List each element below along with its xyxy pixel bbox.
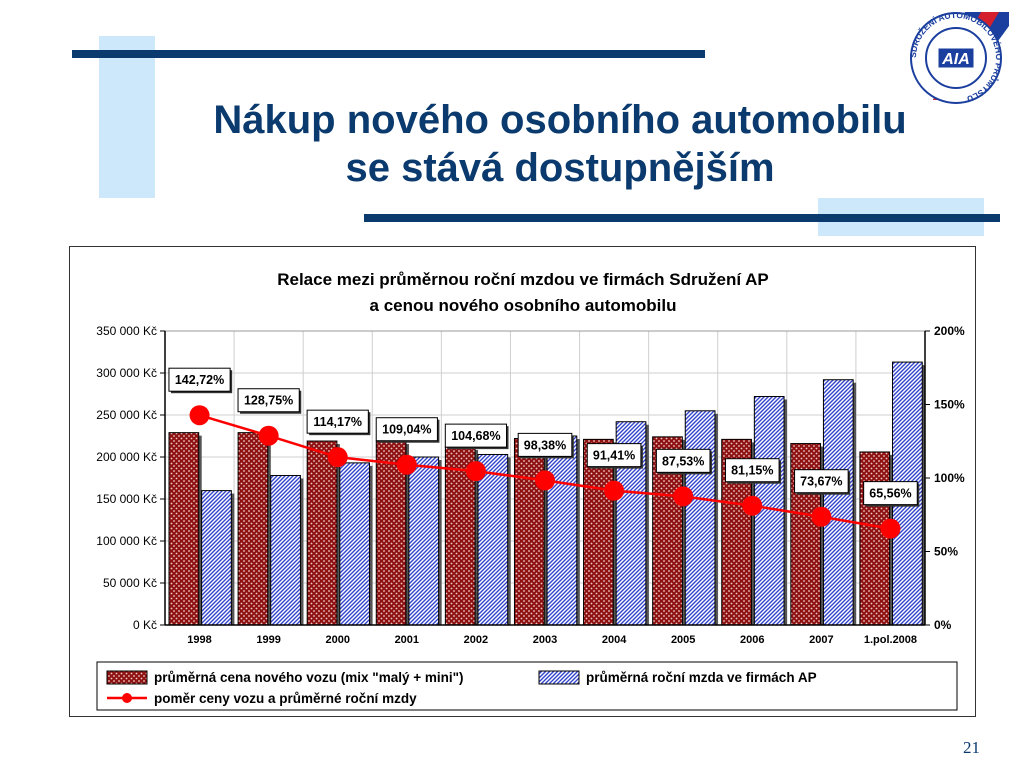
bar-car-price — [513, 438, 545, 626]
bar-annual-wage — [270, 474, 301, 626]
y-left-tick-label: 150 000 Kč — [96, 492, 157, 506]
logo-text: AIA — [941, 51, 970, 68]
ratio-data-label: 128,75% — [244, 394, 293, 408]
legend-label-annual-wage: průměrná roční mzda ve firmách AP — [586, 670, 817, 685]
bar-car-price — [583, 438, 614, 626]
slide-title-line2: se stává dostupnějším — [345, 146, 775, 190]
chart-title-line2: a cenou nového osobního automobilu — [370, 296, 677, 315]
x-tick-label: 1.pol.2008 — [864, 634, 917, 646]
y-left-tick-label: 250 000 Kč — [96, 408, 157, 422]
y-left-tick-label: 300 000 Kč — [96, 366, 157, 380]
ratio-line — [189, 405, 901, 539]
y-right-tick-label: 50% — [934, 545, 958, 559]
decor-line-bottom — [364, 214, 1000, 222]
legend-swatch-annual-wage — [538, 670, 580, 685]
legend-swatch-car-price — [106, 670, 148, 685]
legend-label-ratio: poměr ceny vozu a průměrné roční mzdy — [154, 691, 417, 706]
ratio-point — [465, 461, 486, 482]
ratio-point — [811, 506, 832, 527]
bar-car-price — [237, 432, 269, 626]
x-tick-label: 1999 — [256, 634, 280, 646]
ratio-point — [673, 486, 694, 507]
ratio-label-box — [517, 432, 573, 457]
ratio-data-label: 73,67% — [800, 475, 842, 489]
ratio-point — [258, 425, 279, 446]
ratio-point — [189, 405, 210, 426]
bar-annual-wage — [822, 379, 854, 626]
ratio-data-label: 91,41% — [593, 449, 635, 463]
legend-box — [96, 661, 958, 711]
bar-annual-wage — [339, 462, 371, 626]
logo-badge — [937, 47, 975, 69]
ratio-data-label: 142,72% — [175, 373, 224, 387]
ratio-label-box — [375, 417, 438, 442]
slide-title: Nákup nového osobního automobilu se stáv… — [120, 96, 1000, 192]
bar-car-price — [168, 432, 200, 626]
y-left-tick-label: 100 000 Kč — [96, 534, 157, 548]
x-tick-label: 2007 — [809, 634, 833, 646]
ratio-point — [880, 518, 901, 539]
aia-logo: SDRUŽENÍ AUTOMOBILOVÉHO PRŮMYSLU AIA — [908, 10, 1009, 104]
y-right-tick-label: 0% — [934, 618, 952, 632]
ratio-label-box — [586, 443, 642, 468]
legend-swatch-ratio-point — [122, 693, 132, 703]
legend: průměrná cena nového vozu (mix "malý + m… — [96, 661, 958, 711]
ratio-label-box — [306, 409, 369, 434]
bar-annual-wage — [408, 456, 440, 626]
ratio-label-box — [794, 469, 849, 494]
ratio-point — [396, 454, 417, 475]
chart-title-line1: Relace mezi průměrnou roční mzdou ve fir… — [277, 270, 769, 289]
x-tick-label: 2003 — [533, 634, 557, 646]
x-tick-label: 2006 — [740, 634, 764, 646]
y-left-tick-label: 50 000 Kč — [103, 576, 157, 590]
ratio-label-box — [863, 481, 918, 506]
slide-title-line1: Nákup nového osobního automobilu — [213, 98, 907, 142]
decor-block-left — [99, 36, 155, 198]
x-tick-label: 2000 — [325, 634, 349, 646]
ratio-data-label: 114,17% — [313, 415, 362, 429]
x-tick-label: 2002 — [464, 634, 488, 646]
ratio-data-label: 87,53% — [662, 454, 704, 468]
x-tick-label: 2004 — [602, 634, 627, 646]
y-right-tick-label: 150% — [934, 398, 965, 412]
legend-label-car-price: průměrná cena nového vozu (mix "malý + m… — [154, 670, 464, 685]
y-left-tick-label: 350 000 Kč — [96, 324, 157, 338]
y-right-tick-label: 200% — [934, 324, 965, 338]
ratio-label-box — [168, 367, 231, 392]
y-left-tick-label: 0 Kč — [133, 618, 157, 632]
ratio-data-label: 65,56% — [869, 487, 911, 501]
bar-car-price — [306, 440, 338, 626]
bar-annual-wage — [477, 453, 509, 626]
ratio-data-label: 109,04% — [382, 423, 431, 437]
bar-annual-wage — [201, 490, 232, 626]
ratio-data-label: 81,15% — [731, 464, 773, 478]
x-tick-label: 1998 — [187, 634, 211, 646]
decor-line-top — [72, 50, 705, 58]
ratio-point — [742, 495, 763, 516]
ratio-data-label: 104,68% — [451, 429, 500, 443]
bar-car-price — [859, 451, 891, 626]
ratio-point — [604, 480, 625, 501]
ratio-label-box — [444, 423, 508, 448]
chart-container: Relace mezi průměrnou roční mzdou ve fir… — [69, 246, 976, 717]
y-left-tick-label: 200 000 Kč — [96, 450, 157, 464]
ratio-labels: 142,72% 128,75% 114,17% 109,04% 104,68% 98,38… — [168, 367, 920, 507]
chart-svg: Relace mezi průměrnou roční mzdou ve fir… — [96, 270, 965, 711]
y-right-tick-label: 100% — [934, 471, 965, 485]
bar-annual-wage — [546, 435, 578, 626]
ratio-point — [327, 447, 348, 468]
ratio-label-box — [655, 448, 711, 473]
ratio-label-box — [237, 388, 300, 413]
bar-annual-wage — [684, 410, 716, 626]
ratio-label-box — [724, 458, 780, 483]
x-tick-label: 2001 — [395, 634, 419, 646]
page-number: 21 — [963, 738, 980, 757]
ratio-point — [535, 470, 555, 491]
ratio-data-label: 98,38% — [524, 438, 566, 452]
x-tick-label: 2005 — [671, 634, 695, 646]
axes: 0 Kč 50 000 Kč 100 000 Kč 150 000 Kč 200 000… — [96, 324, 965, 646]
